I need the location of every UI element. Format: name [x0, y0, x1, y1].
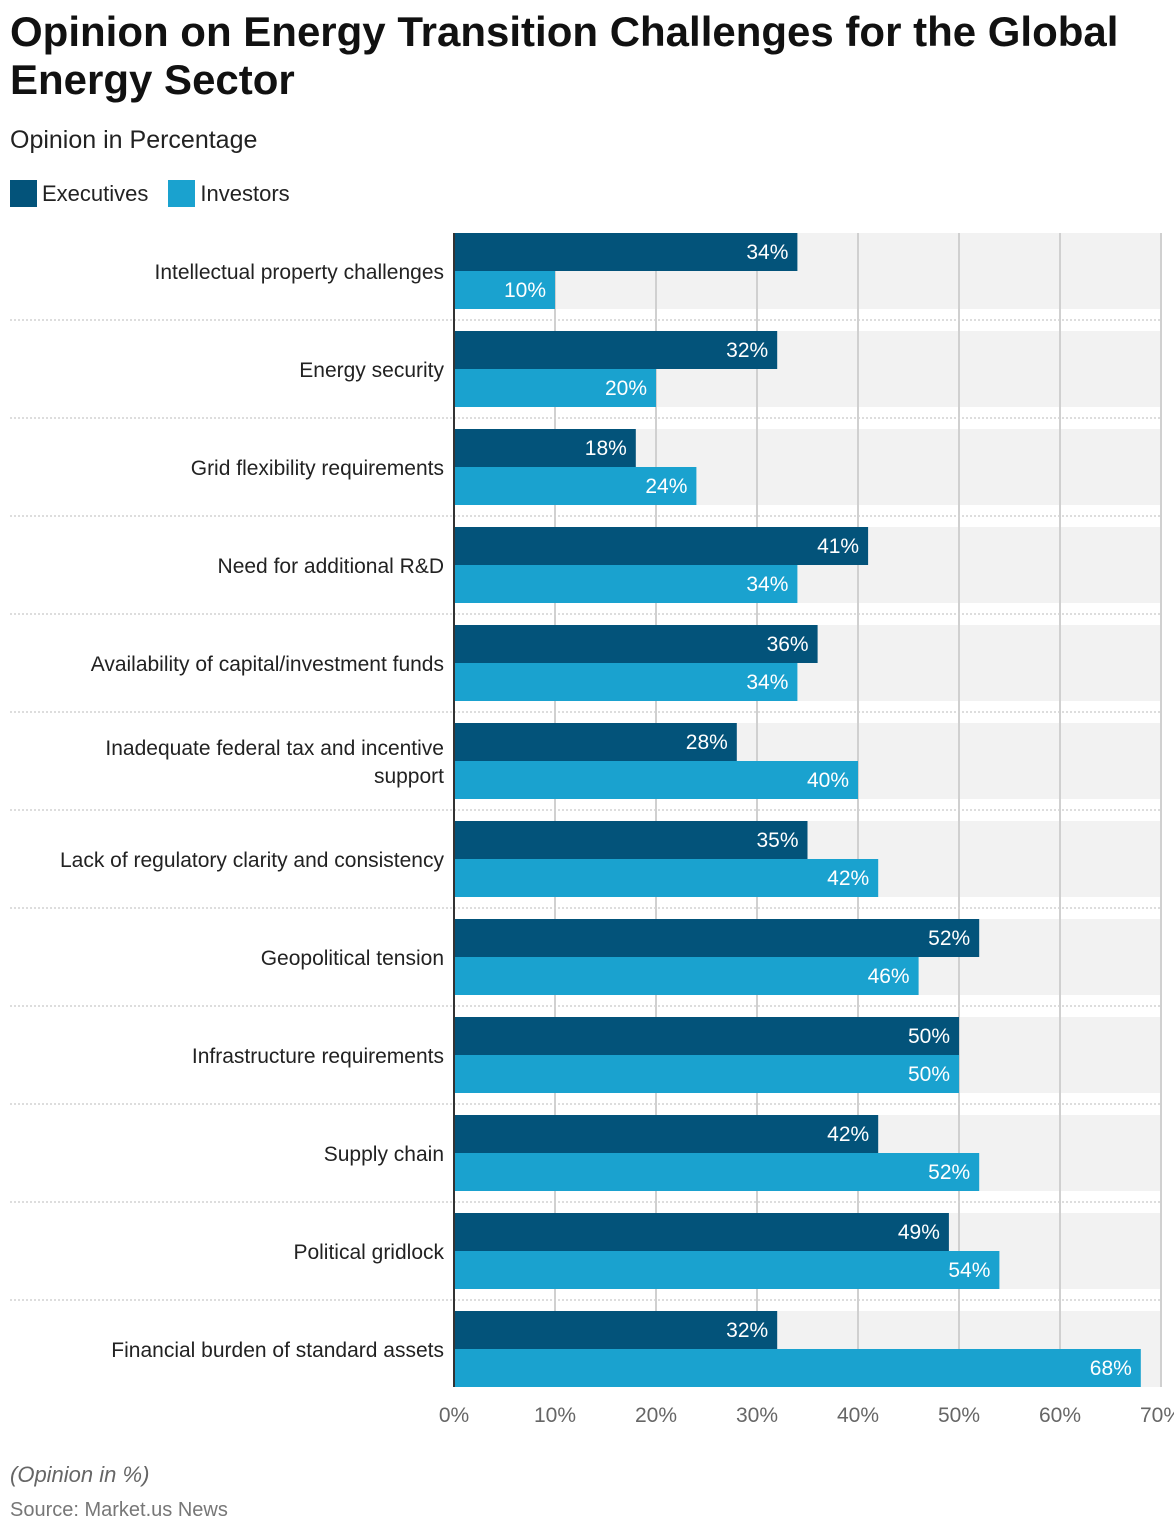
bar-executives [454, 1213, 949, 1251]
data-label: 32% [726, 1319, 768, 1342]
bar-executives [454, 429, 636, 467]
note: (Opinion in %) [10, 1462, 150, 1487]
category-label: Supply chain [324, 1143, 444, 1166]
data-label: 18% [585, 437, 627, 460]
data-label: 34% [746, 241, 788, 264]
bar-investors [454, 467, 697, 505]
bar-investors [454, 761, 858, 799]
bar-investors [454, 1153, 980, 1191]
category-label: Need for additional R&D [218, 555, 444, 578]
bar-executives [454, 1017, 959, 1055]
bar-executives [454, 331, 778, 369]
x-tick-label: 30% [736, 1404, 778, 1427]
bar-investors [454, 565, 798, 603]
legend-label: Investors [200, 180, 290, 206]
chart-subtitle: Opinion in Percentage [10, 126, 258, 154]
source: Source: Market.us News [10, 1499, 228, 1521]
data-label: 35% [756, 829, 798, 852]
category-label: Geopolitical tension [261, 947, 444, 970]
data-label: 20% [605, 377, 647, 400]
data-label: 41% [817, 535, 859, 558]
category-label: Availability of capital/investment funds [91, 653, 444, 676]
data-label: 24% [645, 475, 687, 498]
bar-executives [454, 821, 808, 859]
legend-swatch [10, 180, 37, 207]
chart-title: Opinion on Energy Transition Challenges … [10, 8, 1119, 103]
data-label: 50% [908, 1025, 950, 1048]
bar-investors [454, 1251, 1000, 1289]
x-tick-label: 20% [635, 1404, 677, 1427]
data-label: 42% [827, 867, 869, 890]
bar-investors [454, 957, 919, 995]
bar-executives [454, 527, 869, 565]
data-label: 34% [746, 573, 788, 596]
x-tick-label: 70% [1140, 1404, 1174, 1427]
bar-investors [454, 1349, 1141, 1387]
data-label: 68% [1090, 1357, 1132, 1380]
x-tick-label: 10% [534, 1404, 576, 1427]
legend-investors: Investors [168, 180, 290, 207]
x-tick-label: 0% [439, 1404, 469, 1427]
data-label: 28% [686, 731, 728, 754]
legend-swatch [168, 180, 196, 207]
category-label: Inadequate federal tax and incentive [105, 737, 444, 760]
category-label: Financial burden of standard assets [111, 1339, 444, 1362]
x-tick-label: 60% [1039, 1404, 1081, 1427]
data-label: 52% [928, 1161, 970, 1184]
data-label: 50% [908, 1063, 950, 1086]
x-tick-label: 40% [837, 1404, 879, 1427]
data-label: 40% [807, 769, 849, 792]
bar-investors [454, 859, 879, 897]
data-label: 36% [767, 633, 809, 656]
data-label: 52% [928, 927, 970, 950]
bar-investors [454, 271, 555, 309]
data-label: 54% [948, 1259, 990, 1282]
bar-investors [454, 663, 798, 701]
category-label: Grid flexibility requirements [191, 457, 444, 480]
legend: Executives Investors [10, 180, 310, 207]
x-tick-label: 50% [938, 1404, 980, 1427]
data-label: 42% [827, 1123, 869, 1146]
legend-label: Executives [42, 180, 149, 206]
legend-executives: Executives [10, 180, 148, 207]
bar-investors [454, 1055, 959, 1093]
category-label: Intellectual property challenges [154, 261, 444, 284]
data-label: 46% [868, 965, 910, 988]
bar-executives [454, 233, 798, 271]
bar-executives [454, 919, 980, 957]
bar-executives [454, 723, 737, 761]
data-label: 10% [504, 279, 546, 302]
bar-executives [454, 1311, 778, 1349]
data-label: 32% [726, 339, 768, 362]
category-label: Energy security [299, 359, 444, 382]
data-label: 49% [898, 1221, 940, 1244]
category-label: Lack of regulatory clarity and consisten… [60, 849, 445, 872]
bar-executives [454, 625, 818, 663]
data-label: 34% [746, 671, 788, 694]
category-label: Political gridlock [293, 1241, 444, 1264]
category-label: Infrastructure requirements [192, 1045, 444, 1068]
category-label: support [374, 765, 444, 788]
bar-executives [454, 1115, 879, 1153]
bar-investors [454, 369, 656, 407]
